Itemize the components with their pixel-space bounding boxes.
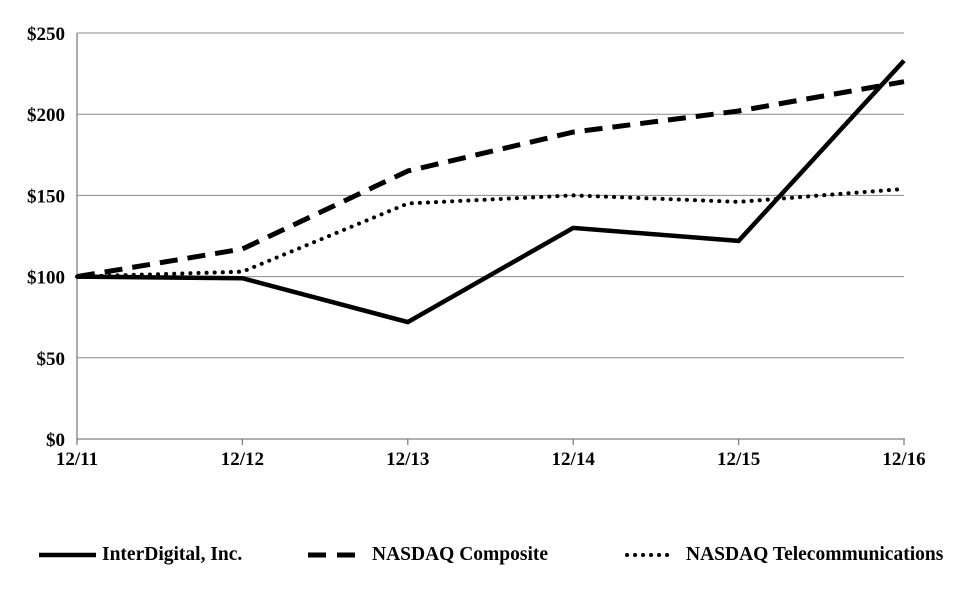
legend-item-nasdaq-telecom: NASDAQ Telecommunications	[625, 540, 943, 570]
dashed-line-swatch	[308, 552, 355, 558]
x-axis-label: 12/14	[552, 449, 596, 470]
x-axis-labels: 12/11 12/12 12/13 12/14 12/15 12/16	[56, 449, 926, 470]
axes	[76, 33, 905, 445]
series-line-dotted	[75, 186, 906, 279]
legend: InterDigital, Inc. NASDAQ Composite NASD…	[0, 540, 978, 570]
solid-line-swatch	[39, 552, 96, 558]
y-axis-labels: $0 $50 $100 $150 $200 $250	[27, 24, 65, 451]
x-axis-label: 12/13	[386, 449, 429, 470]
legend-item-interdigital: InterDigital, Inc.	[38, 540, 242, 570]
y-axis-label: $250	[27, 24, 65, 45]
x-axis-label: 12/12	[221, 449, 264, 470]
y-axis-label: $100	[27, 268, 65, 289]
legend-item-nasdaq-composite: NASDAQ Composite	[308, 540, 548, 570]
legend-label-nasdaq-telecom: NASDAQ Telecommunications	[686, 544, 944, 565]
legend-label-interdigital: InterDigital, Inc.	[102, 544, 243, 565]
data-series	[75, 59, 906, 325]
series-line-solid	[76, 59, 906, 325]
x-axis-label: 12/16	[882, 449, 925, 470]
y-axis-label: $200	[27, 105, 65, 126]
legend-label-nasdaq-composite: NASDAQ Composite	[372, 544, 549, 565]
y-axis-label: $0	[46, 430, 65, 451]
line-chart: $0$50$100$150$200$250 12/11 12/12 12/13 12/…	[27, 24, 926, 470]
y-axis-label: $50	[37, 349, 66, 370]
x-axis-label: 12/11	[56, 449, 98, 470]
series-line-dashed	[76, 79, 905, 280]
x-axis-label: 12/15	[717, 449, 760, 470]
y-axis-label: $150	[27, 186, 65, 207]
dotted-line-swatch	[625, 553, 677, 557]
